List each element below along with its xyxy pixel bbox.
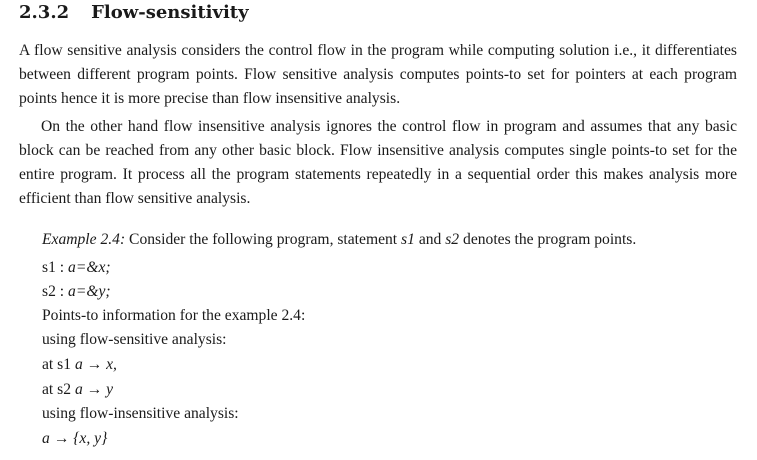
example-intro: Example 2.4: Consider the following prog…	[42, 228, 636, 252]
statement-s1: s1 : a=&x;	[42, 256, 111, 280]
paragraph-1: A flow sensitive analysis considers the …	[19, 42, 737, 107]
statement-s2-label: s2 :	[42, 283, 65, 300]
section-number: 2.3.2	[19, 2, 70, 23]
flow-sensitive-label: using flow-sensitive analysis:	[42, 331, 227, 348]
paragraph-2: On the other hand flow insensitive analy…	[19, 118, 737, 207]
example-s1-ref: s1	[401, 231, 415, 248]
statement-s1-code: a=&x;	[68, 259, 111, 276]
example-s2-ref: s2	[445, 231, 460, 248]
section-title: Flow-sensitivity	[91, 2, 249, 23]
at-s2-math: a → y	[74, 381, 114, 398]
statement-s2-code: a=&y;	[68, 283, 111, 300]
example-intro-text-2: denotes the program points.	[463, 231, 637, 248]
at-s1-label: at s1	[42, 356, 72, 373]
example-intro-and: and	[418, 231, 442, 248]
at-s2-label: at s2	[42, 381, 72, 398]
flow-insensitive-label: using flow-insensitive analysis:	[42, 405, 239, 422]
section-heading: 2.3.2 Flow-sensitivity	[19, 2, 249, 23]
example-intro-text-1: Consider the following program, statemen…	[129, 231, 398, 248]
at-s2-line: at s2 a → y	[42, 378, 113, 402]
at-s1-math: a → x,	[74, 356, 117, 373]
statement-s1-label: s1 :	[42, 259, 65, 276]
points-to-info-line: Points-to information for the example 2.…	[42, 307, 306, 324]
at-s1-line: at s1 a → x,	[42, 353, 117, 377]
flow-insensitive-math: a → {x, y}	[42, 430, 108, 447]
statement-s2: s2 : a=&y;	[42, 280, 111, 304]
example-label: Example 2.4:	[42, 231, 126, 248]
